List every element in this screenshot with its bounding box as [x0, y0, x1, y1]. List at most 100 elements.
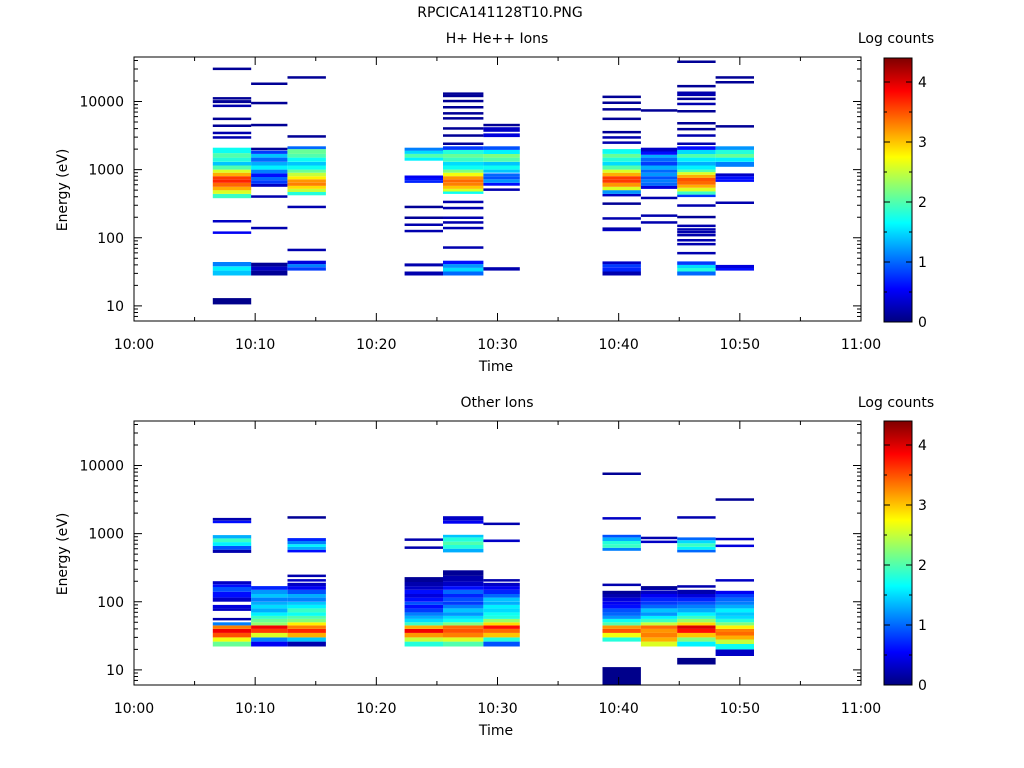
y-tick-label: 100 — [97, 595, 124, 611]
spectrogram-cell — [640, 637, 678, 642]
spectrogram-cell — [483, 153, 520, 158]
spectrogram-cell — [602, 590, 641, 594]
spectrogram-cell — [483, 188, 520, 191]
x-tick-label: 10:40 — [598, 701, 638, 717]
spectrogram-cell — [677, 608, 716, 613]
spectrogram-cell — [677, 632, 716, 638]
spectrogram-cell — [443, 216, 484, 219]
spectrogram-cell — [212, 581, 252, 585]
spectrogram-cell — [640, 540, 678, 544]
spectrogram-cell — [640, 109, 678, 112]
spectrogram-cell — [443, 520, 484, 524]
spectrogram-cell — [640, 221, 678, 224]
spectrogram-cell — [602, 625, 641, 629]
x-tick-label: 10:20 — [356, 701, 396, 717]
spectrogram-cell — [251, 618, 288, 623]
spectrogram-cell — [602, 157, 641, 162]
spectrogram-cell — [483, 637, 520, 642]
spectrogram-cell — [251, 165, 288, 170]
spectrogram-cell — [640, 628, 678, 633]
spectrogram-cell — [677, 153, 716, 158]
spectrogram-cell — [251, 173, 288, 177]
spectrogram-cell — [443, 112, 484, 115]
spectrogram-cell — [443, 570, 484, 576]
spectrogram-cell — [443, 165, 484, 170]
spectrogram-cell — [251, 157, 288, 162]
spectrogram-cell — [715, 608, 754, 613]
y-tick-label: 1000 — [88, 163, 124, 179]
spectrogram-cell — [404, 180, 443, 183]
spectrogram-cell — [212, 520, 252, 524]
spectrogram-cell — [443, 169, 484, 173]
spectrogram-cell — [602, 190, 641, 194]
spectrogram-cell — [483, 157, 520, 162]
spectrogram-cell — [483, 179, 520, 183]
spectrogram-cell — [640, 161, 678, 166]
spectrogram-cell — [640, 185, 678, 189]
spectrogram-cell — [715, 579, 754, 582]
spectrogram-cell — [251, 195, 288, 198]
colorbar-tick-label: 0 — [918, 315, 927, 331]
spectrogram-cell — [677, 122, 716, 125]
spectrogram-cell — [443, 537, 484, 542]
spectrogram-cell — [443, 622, 484, 626]
spectrogram-cell — [677, 91, 716, 97]
spectrogram-cell — [640, 597, 678, 602]
spectrogram-cell — [287, 637, 326, 642]
spectrogram-cell — [483, 641, 520, 647]
y-axis-label: Energy (eV) — [55, 513, 71, 596]
spectrogram-cell — [212, 157, 252, 162]
spectrogram-cell — [443, 612, 484, 616]
spectrogram-cell — [404, 618, 443, 623]
spectrogram-cell — [677, 601, 716, 605]
spectrogram-cell — [287, 176, 326, 180]
spectrogram-cell — [677, 615, 716, 619]
spectrogram-cell — [251, 153, 288, 158]
spectrogram-cell — [602, 637, 641, 642]
spectrogram-cell — [404, 589, 443, 594]
colorbar-tick-label: 2 — [918, 195, 927, 211]
spectrogram-cell — [677, 204, 716, 207]
spectrogram-cell — [483, 182, 520, 186]
colorbar-gradient — [883, 57, 913, 323]
spectrogram-cell — [602, 202, 641, 205]
spectrogram-cell — [715, 612, 754, 616]
spectrogram-cell — [212, 136, 252, 139]
spectrogram-cell — [443, 516, 484, 521]
spectrogram-cell — [212, 172, 252, 177]
colorbar-tick-label: 4 — [918, 75, 927, 91]
spectrogram-cell — [251, 147, 288, 151]
colorbar-tick-label: 3 — [918, 498, 927, 514]
spectrogram-cell — [602, 217, 641, 220]
spectrogram-cell — [715, 601, 754, 605]
spectrogram-cell — [640, 157, 678, 162]
spectrogram-cell — [287, 516, 326, 519]
spectrogram-cell — [640, 586, 678, 589]
spectrogram-cell — [677, 657, 716, 665]
spectrogram-cell — [443, 641, 484, 647]
spectrogram-cell — [715, 149, 754, 154]
spectrogram-cell — [677, 233, 716, 237]
spectrogram-cell — [443, 608, 484, 613]
file-title: RPCICA141128T10.PNG — [417, 5, 583, 21]
spectrogram-cell — [443, 189, 484, 192]
spectrogram-cell — [404, 546, 443, 549]
spectrogram-cell — [251, 589, 288, 594]
spectrogram-cell — [715, 264, 754, 268]
y-tick-label: 10000 — [79, 459, 124, 475]
spectrogram-cell — [677, 540, 716, 544]
spectrogram-cell — [715, 590, 754, 594]
colorbar-tick-label: 4 — [918, 438, 927, 454]
spectrogram-cell — [212, 637, 252, 642]
spectrogram-cell — [404, 177, 443, 181]
spectrogram-cell — [443, 153, 484, 158]
spectrogram-cell — [404, 622, 443, 626]
x-tick-label: 10:50 — [720, 701, 760, 717]
spectrogram-cell — [677, 264, 716, 268]
spectrogram-cell — [602, 615, 641, 619]
axes-ticks: 10:00 10:10 10:20 10:30 10:40 10:50 11:00 10 100… — [79, 57, 881, 353]
spectrogram-cell — [602, 227, 641, 230]
spectrogram-cell — [640, 151, 678, 155]
spectrogram-cell — [483, 632, 520, 638]
spectrogram-cell — [251, 608, 288, 613]
